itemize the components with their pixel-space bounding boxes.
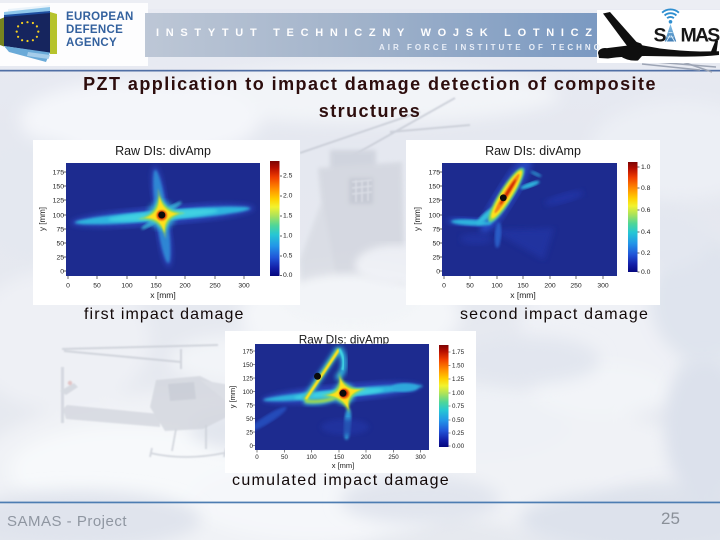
svg-text:0.2: 0.2: [641, 250, 651, 257]
svg-text:300: 300: [238, 283, 250, 290]
svg-text:50: 50: [432, 241, 440, 248]
svg-text:0.50: 0.50: [452, 417, 465, 424]
svg-text:75: 75: [56, 227, 64, 234]
svg-text:125: 125: [53, 198, 65, 205]
svg-text:150: 150: [429, 184, 441, 191]
svg-text:S: S: [654, 25, 667, 47]
svg-text:1.00: 1.00: [452, 390, 465, 397]
svg-text:175: 175: [53, 170, 65, 177]
svg-text:y [mm]: y [mm]: [38, 207, 47, 231]
svg-text:25: 25: [246, 430, 253, 437]
svg-text:150: 150: [517, 283, 529, 290]
svg-text:100: 100: [53, 213, 65, 220]
svg-text:100: 100: [121, 283, 133, 290]
svg-text:300: 300: [415, 454, 426, 461]
svg-text:100: 100: [429, 213, 441, 220]
svg-text:25: 25: [432, 255, 440, 262]
svg-text:300: 300: [597, 283, 609, 290]
svg-text:150: 150: [150, 283, 162, 290]
svg-text:200: 200: [179, 283, 191, 290]
svg-text:0.4: 0.4: [641, 229, 651, 236]
svg-text:0: 0: [436, 269, 440, 276]
svg-text:150: 150: [334, 454, 345, 461]
svg-text:2.5: 2.5: [283, 173, 293, 180]
svg-text:0: 0: [250, 443, 254, 450]
svg-text:Raw DIs: divAmp: Raw DIs: divAmp: [299, 333, 390, 347]
svg-text:Raw DIs: divAmp: Raw DIs: divAmp: [115, 144, 211, 158]
svg-text:0: 0: [442, 283, 446, 290]
svg-text:200: 200: [544, 283, 556, 290]
svg-text:1.5: 1.5: [283, 213, 293, 220]
svg-text:0.0: 0.0: [641, 269, 651, 276]
svg-text:150: 150: [53, 184, 65, 191]
svg-text:0.8: 0.8: [641, 185, 651, 192]
svg-text:0.00: 0.00: [452, 443, 465, 450]
svg-text:250: 250: [388, 454, 399, 461]
svg-text:0: 0: [255, 454, 259, 461]
svg-text:0: 0: [66, 283, 70, 290]
svg-text:250: 250: [570, 283, 582, 290]
svg-text:y [mm]: y [mm]: [413, 207, 422, 231]
svg-text:1.25: 1.25: [452, 376, 465, 383]
svg-text:0.0: 0.0: [283, 272, 293, 279]
svg-text:100: 100: [306, 454, 317, 461]
svg-text:1.50: 1.50: [452, 363, 465, 370]
svg-text:1.0: 1.0: [283, 233, 293, 240]
svg-text:25: 25: [56, 255, 64, 262]
svg-text:125: 125: [429, 198, 441, 205]
svg-text:0.75: 0.75: [452, 403, 465, 410]
svg-text:125: 125: [243, 376, 254, 383]
svg-text:100: 100: [243, 389, 254, 396]
svg-text:200: 200: [361, 454, 372, 461]
svg-text:50: 50: [246, 416, 253, 423]
svg-text:50: 50: [56, 241, 64, 248]
svg-text:0.6: 0.6: [641, 207, 651, 214]
svg-text:0: 0: [60, 269, 64, 276]
svg-text:50: 50: [281, 454, 288, 461]
svg-text:x [mm]: x [mm]: [510, 290, 536, 300]
svg-text:50: 50: [466, 283, 474, 290]
svg-text:2.0: 2.0: [283, 193, 293, 200]
svg-text:75: 75: [432, 227, 440, 234]
svg-text:x [mm]: x [mm]: [150, 290, 176, 300]
svg-text:175: 175: [243, 349, 254, 356]
svg-text:250: 250: [209, 283, 221, 290]
svg-text:150: 150: [243, 362, 254, 369]
svg-text:x [mm]: x [mm]: [332, 461, 355, 470]
svg-text:MAS: MAS: [681, 25, 720, 47]
svg-text:100: 100: [491, 283, 503, 290]
svg-text:0.5: 0.5: [283, 253, 293, 260]
svg-text:Raw DIs: divAmp: Raw DIs: divAmp: [485, 144, 581, 158]
svg-text:175: 175: [429, 170, 441, 177]
svg-text:y [mm]: y [mm]: [228, 386, 237, 409]
svg-text:0.25: 0.25: [452, 430, 465, 437]
svg-text:75: 75: [246, 403, 253, 410]
svg-text:50: 50: [93, 283, 101, 290]
svg-text:1.0: 1.0: [641, 164, 651, 171]
svg-text:1.75: 1.75: [452, 349, 465, 356]
